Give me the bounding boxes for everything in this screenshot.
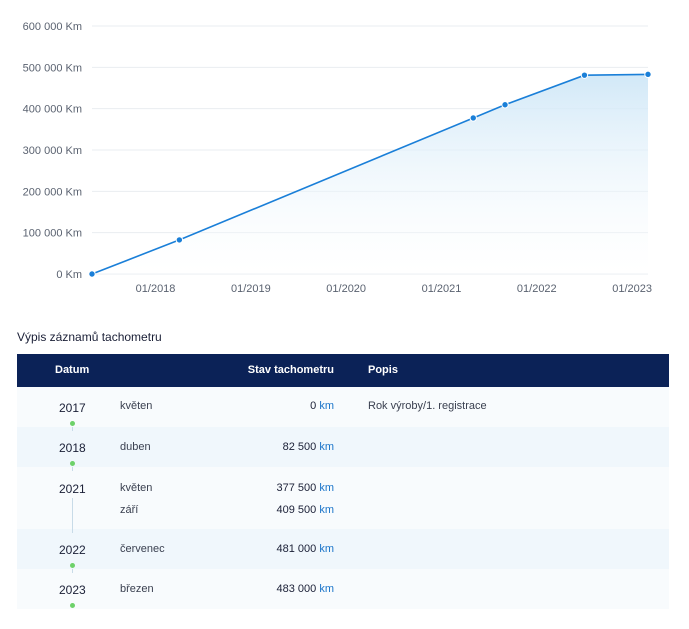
timeline-line <box>72 529 73 533</box>
x-tick-label: 01/2018 <box>136 283 176 295</box>
timeline-line <box>72 498 73 529</box>
area-fill <box>92 74 648 275</box>
y-tick-label: 400 000 Km <box>23 104 82 116</box>
header-description: Popis <box>368 364 398 376</box>
x-tick-label: 01/2021 <box>422 283 462 295</box>
table-header: Datum Stav tachometru Popis <box>17 354 669 387</box>
timeline-dot <box>70 461 75 466</box>
y-tick-label: 200 000 Km <box>23 186 82 198</box>
y-tick-label: 500 000 Km <box>23 62 82 74</box>
row-odometer: 483 000 km <box>276 583 335 595</box>
y-tick-label: 100 000 Km <box>23 228 82 240</box>
timeline-line <box>72 569 73 573</box>
row-month: září <box>120 504 139 516</box>
row-odometer: 409 500 km <box>276 504 335 516</box>
data-point[interactable] <box>501 101 509 109</box>
x-tick-label: 01/2020 <box>326 283 366 295</box>
table-row: 2021 květen 377 500 km září 409 500 km <box>17 467 669 529</box>
odometer-table: Datum Stav tachometru Popis 2017 květen … <box>17 354 669 609</box>
row-month: květen <box>120 482 153 494</box>
table-row: 2022 červenec 481 000 km <box>17 529 669 569</box>
x-axis-ticks: 01/2018 01/2019 01/2020 01/2021 01/2022 01/20… <box>136 283 652 295</box>
row-odometer: 377 500 km <box>276 482 335 494</box>
data-point[interactable] <box>644 70 652 79</box>
timeline-dot <box>70 563 75 568</box>
y-tick-label: 600 000 Km <box>23 21 82 33</box>
odometer-chart: 0 Km 100 000 Km 200 000 Km 300 000 Km 400 00… <box>23 21 652 295</box>
data-points <box>88 70 652 278</box>
row-month: červenec <box>120 543 165 555</box>
data-point[interactable] <box>88 270 96 278</box>
y-tick-label: 300 000 Km <box>23 145 82 157</box>
timeline-dot <box>70 603 75 608</box>
row-year: 2017 <box>59 401 86 415</box>
row-odometer: 481 000 km <box>276 543 335 555</box>
row-year: 2022 <box>59 543 86 557</box>
table-row: 2023 březen 483 000 km <box>17 569 669 609</box>
row-year: 2021 <box>59 482 86 496</box>
row-year: 2023 <box>59 583 86 597</box>
section-title: Výpis záznamů tachometru <box>17 330 162 344</box>
x-tick-label: 01/2022 <box>517 283 557 295</box>
row-odometer: 82 500 km <box>282 441 334 453</box>
row-month: duben <box>120 441 151 453</box>
header-odometer: Stav tachometru <box>247 364 334 376</box>
series-line <box>91 73 649 275</box>
data-point[interactable] <box>175 236 184 244</box>
y-tick-label: 0 Km <box>56 269 82 281</box>
row-month: květen <box>120 400 153 412</box>
row-month: březen <box>120 583 154 595</box>
x-tick-label: 01/2023 <box>612 283 652 295</box>
timeline-line <box>72 427 73 431</box>
data-point[interactable] <box>469 114 477 122</box>
table-row: 2018 duben 82 500 km <box>17 427 669 467</box>
row-year: 2018 <box>59 441 86 455</box>
data-point[interactable] <box>580 71 589 79</box>
y-axis-ticks: 0 Km 100 000 Km 200 000 Km 300 000 Km 400 00… <box>23 21 82 281</box>
row-odometer: 0 km <box>310 400 334 412</box>
row-description: Rok výroby/1. registrace <box>368 400 487 412</box>
timeline-dot <box>70 421 75 426</box>
x-tick-label: 01/2019 <box>231 283 271 295</box>
table-row: 2017 květen 0 km Rok výroby/1. registrac… <box>17 387 669 427</box>
header-date: Datum <box>55 364 90 376</box>
timeline-line <box>72 467 73 471</box>
